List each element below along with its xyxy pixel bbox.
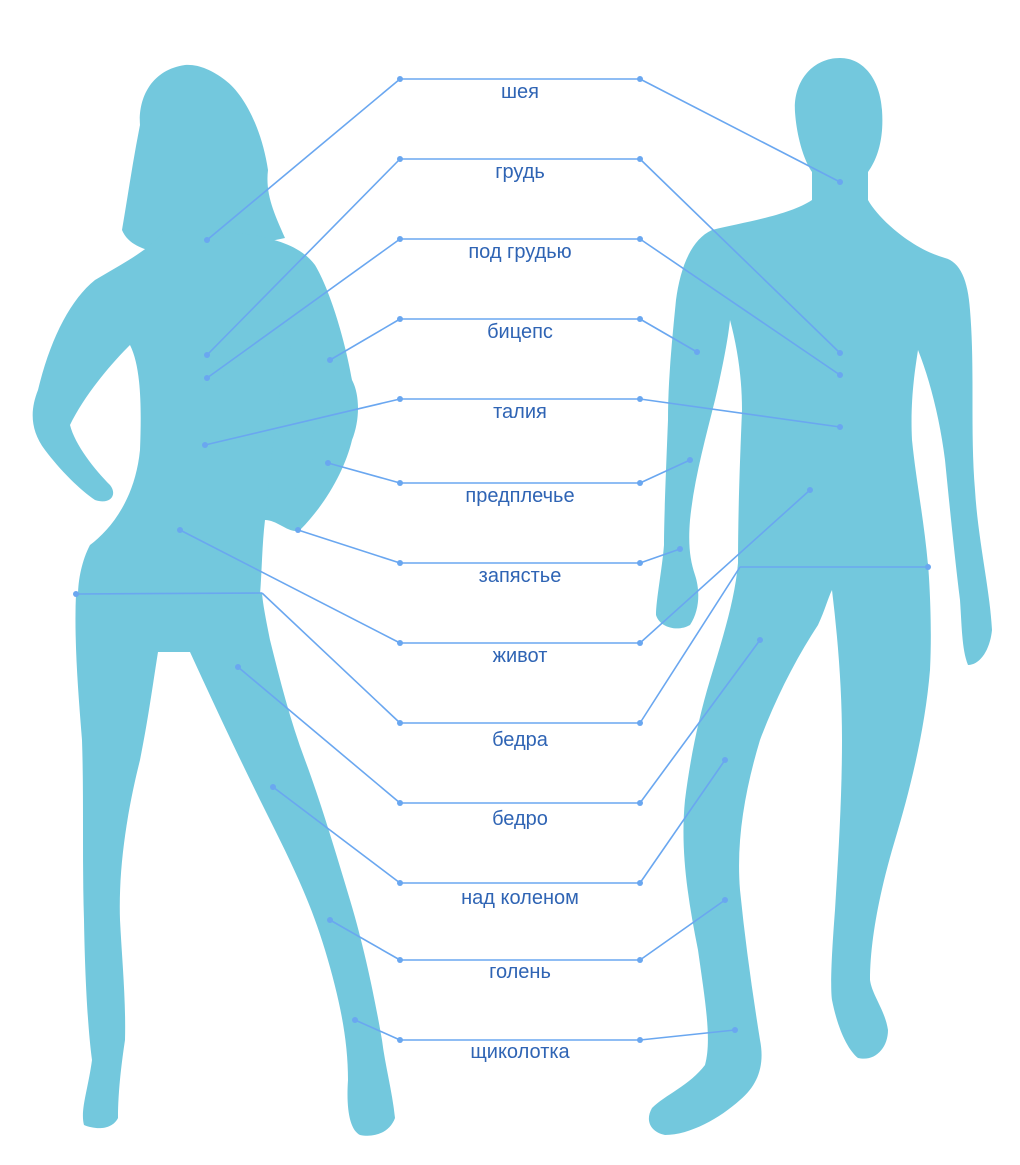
female-silhouette [32,64,396,1136]
label-hips: бедра [492,729,548,751]
leader-lines [75,78,928,1041]
leader-dots [73,76,931,1043]
label-underbust: под грудью [468,241,572,263]
label-waist: талия [493,401,547,423]
label-biceps: бицепс [487,321,553,343]
label-thigh: бедро [492,808,548,830]
label-belly: живот [492,645,548,667]
label-ankle: щиколотка [470,1041,570,1063]
label-neck: шея [501,81,539,103]
male-silhouette [648,58,992,1135]
label-wrist: запястье [478,565,562,587]
label-forearm: предплечье [465,485,575,507]
label-chest: грудь [495,161,545,183]
label-calf: голень [489,961,551,983]
label-above-knee: над коленом [461,887,579,909]
